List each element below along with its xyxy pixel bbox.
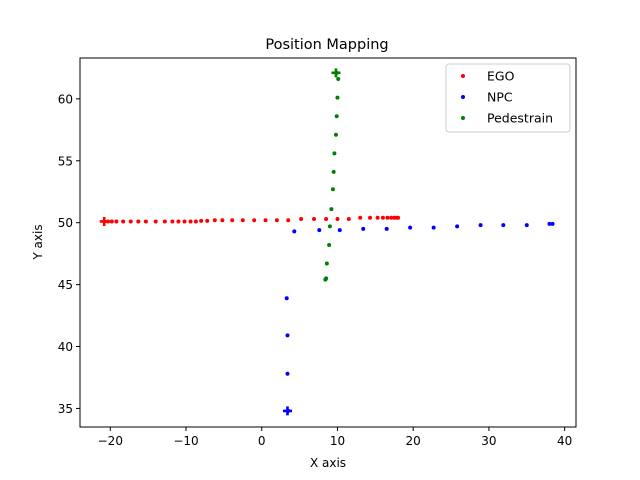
- point-pedestrain: [329, 207, 334, 212]
- series-pedestrain: [323, 68, 341, 282]
- x-tick-label: 0: [258, 434, 266, 448]
- point-pedestrain: [335, 95, 340, 100]
- point-pedestrain: [324, 276, 329, 281]
- x-tick-label: 40: [557, 434, 572, 448]
- x-tick-label: −20: [98, 434, 123, 448]
- legend-label: EGO: [487, 69, 515, 84]
- point-ego: [274, 218, 279, 223]
- point-npc: [285, 333, 290, 338]
- point-pedestrain: [330, 187, 335, 192]
- legend-marker-npc: [461, 95, 465, 99]
- point-ego: [109, 219, 114, 224]
- x-axis: −20 −10 0 10 20 30 40: [98, 427, 572, 448]
- point-ego: [176, 219, 181, 224]
- point-npc: [431, 225, 436, 230]
- y-axis-label: Y axis: [31, 224, 45, 260]
- point-ego: [220, 218, 225, 223]
- point-ego: [136, 219, 141, 224]
- point-ego: [230, 218, 235, 223]
- point-npc: [501, 223, 506, 228]
- point-npc: [550, 221, 555, 226]
- legend-marker-ego: [461, 74, 465, 78]
- point-ego: [240, 218, 245, 223]
- x-axis-label: X axis: [310, 456, 346, 470]
- series-npc: [282, 221, 555, 416]
- x-tick-label: 20: [406, 434, 421, 448]
- legend-box: [445, 63, 571, 133]
- point-ego: [335, 216, 340, 221]
- point-ego: [389, 215, 394, 220]
- y-axis: 35 40 45 50 55 60: [58, 92, 80, 416]
- point-npc: [292, 229, 297, 234]
- point-ego: [162, 219, 167, 224]
- point-npc: [361, 226, 366, 231]
- point-npc: [478, 223, 483, 228]
- x-tick-label: 10: [330, 434, 345, 448]
- point-npc: [284, 296, 289, 301]
- data-marks: [99, 68, 555, 416]
- point-ego: [263, 218, 268, 223]
- point-pedestrain: [333, 132, 338, 137]
- point-npc: [384, 226, 389, 231]
- start-marker-npc: [282, 406, 292, 416]
- series-ego: [99, 215, 401, 226]
- point-pedestrain: [332, 151, 337, 156]
- legend-label: Pedestrain: [487, 111, 553, 126]
- y-tick-label: 50: [58, 216, 73, 230]
- point-ego: [188, 219, 193, 224]
- point-ego: [143, 219, 148, 224]
- y-tick-label: 35: [58, 402, 73, 416]
- point-ego: [299, 216, 304, 221]
- point-pedestrain: [327, 224, 332, 229]
- y-tick-label: 40: [58, 340, 73, 354]
- point-ego: [311, 216, 316, 221]
- point-ego: [193, 219, 198, 224]
- y-tick-label: 55: [58, 154, 73, 168]
- legend: EGO NPC Pedestrain: [445, 63, 571, 133]
- point-npc: [337, 228, 342, 233]
- point-ego: [128, 219, 133, 224]
- point-npc: [547, 221, 552, 226]
- point-ego: [205, 218, 210, 223]
- point-pedestrain: [324, 261, 329, 266]
- point-ego: [358, 215, 363, 220]
- point-ego: [114, 219, 119, 224]
- point-pedestrain: [331, 169, 336, 174]
- point-pedestrain: [336, 77, 341, 82]
- point-ego: [368, 215, 373, 220]
- point-ego: [121, 219, 126, 224]
- point-npc: [408, 225, 413, 230]
- x-tick-label: 30: [481, 434, 496, 448]
- legend-marker-pedestrain: [461, 116, 465, 120]
- point-ego: [286, 218, 291, 223]
- point-npc: [285, 371, 290, 376]
- start-marker-ego: [99, 216, 109, 226]
- point-ego: [199, 218, 204, 223]
- point-ego: [212, 218, 217, 223]
- point-ego: [396, 215, 401, 220]
- y-tick-label: 60: [58, 92, 73, 106]
- point-pedestrain: [327, 242, 332, 247]
- point-ego: [385, 215, 390, 220]
- point-ego: [324, 216, 329, 221]
- point-ego: [252, 218, 257, 223]
- axes-frame: [79, 57, 577, 428]
- point-npc: [524, 223, 529, 228]
- point-ego: [182, 219, 187, 224]
- chart-title: Position Mapping: [265, 37, 388, 53]
- point-pedestrain: [334, 114, 339, 119]
- point-ego: [153, 219, 158, 224]
- legend-label: NPC: [487, 90, 513, 105]
- start-marker-pedestrain: [331, 68, 341, 78]
- x-tick-label: −10: [173, 434, 198, 448]
- point-ego: [375, 215, 380, 220]
- point-ego: [380, 215, 385, 220]
- y-tick-label: 45: [58, 278, 73, 292]
- point-npc: [317, 228, 322, 233]
- point-ego: [346, 216, 351, 221]
- point-npc: [455, 224, 460, 229]
- point-ego: [170, 219, 175, 224]
